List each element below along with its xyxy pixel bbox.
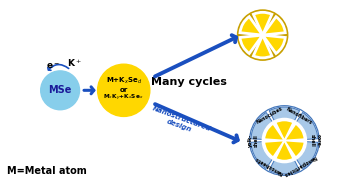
Wedge shape	[251, 141, 285, 169]
Text: Nanoparticles: Nanoparticles	[282, 154, 317, 177]
Wedge shape	[264, 124, 285, 141]
Wedge shape	[269, 141, 299, 174]
Wedge shape	[276, 141, 293, 161]
Wedge shape	[285, 112, 318, 141]
Wedge shape	[285, 124, 304, 141]
Circle shape	[41, 71, 79, 110]
Text: e$^-$: e$^-$	[46, 61, 60, 71]
Wedge shape	[251, 112, 285, 141]
Wedge shape	[253, 12, 272, 35]
Wedge shape	[264, 141, 285, 157]
Text: Nanostructured
design: Nanostructured design	[149, 105, 212, 139]
Text: Many cycles: Many cycles	[151, 77, 227, 87]
Text: Nanocubes: Nanocubes	[255, 106, 283, 125]
Wedge shape	[240, 35, 263, 53]
Circle shape	[262, 119, 306, 163]
Text: M$_x$K$_y$+K$_x$Se$_x$: M$_x$K$_y$+K$_x$Se$_x$	[103, 93, 144, 103]
Circle shape	[237, 10, 288, 60]
Wedge shape	[276, 120, 293, 141]
Circle shape	[98, 64, 150, 116]
Wedge shape	[253, 35, 272, 58]
Wedge shape	[285, 141, 304, 157]
Text: M=Metal atom: M=Metal atom	[7, 166, 87, 176]
Text: Nanosheets: Nanosheets	[254, 155, 285, 176]
Text: MSe: MSe	[49, 85, 72, 95]
Text: K$^+$: K$^+$	[67, 57, 82, 69]
Wedge shape	[269, 107, 299, 141]
Wedge shape	[285, 141, 318, 169]
Text: Nanofibers: Nanofibers	[286, 106, 313, 125]
Wedge shape	[263, 35, 285, 53]
Text: or: or	[120, 87, 128, 93]
Text: yolk-
shell: yolk- shell	[248, 134, 259, 147]
Wedge shape	[263, 17, 285, 35]
Wedge shape	[240, 17, 263, 35]
Text: M+K$_x$Se$_d$: M+K$_x$Se$_d$	[105, 76, 142, 86]
Text: core-
shell: core- shell	[310, 134, 321, 147]
